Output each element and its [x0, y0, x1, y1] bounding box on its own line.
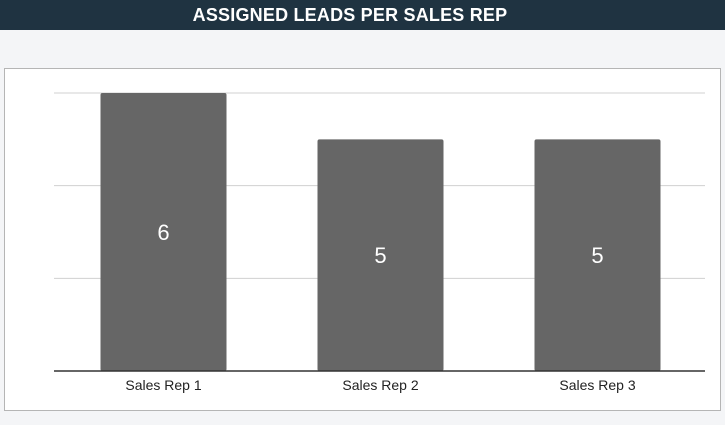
x-tick-label-3: Sales Rep 3: [559, 377, 635, 393]
x-tick-label-2: Sales Rep 2: [342, 377, 418, 393]
bar-value-label-1: 6: [157, 220, 169, 245]
bar-value-label-2: 5: [374, 243, 386, 268]
bar-value-label-3: 5: [591, 243, 603, 268]
x-tick-label-1: Sales Rep 1: [125, 377, 201, 393]
